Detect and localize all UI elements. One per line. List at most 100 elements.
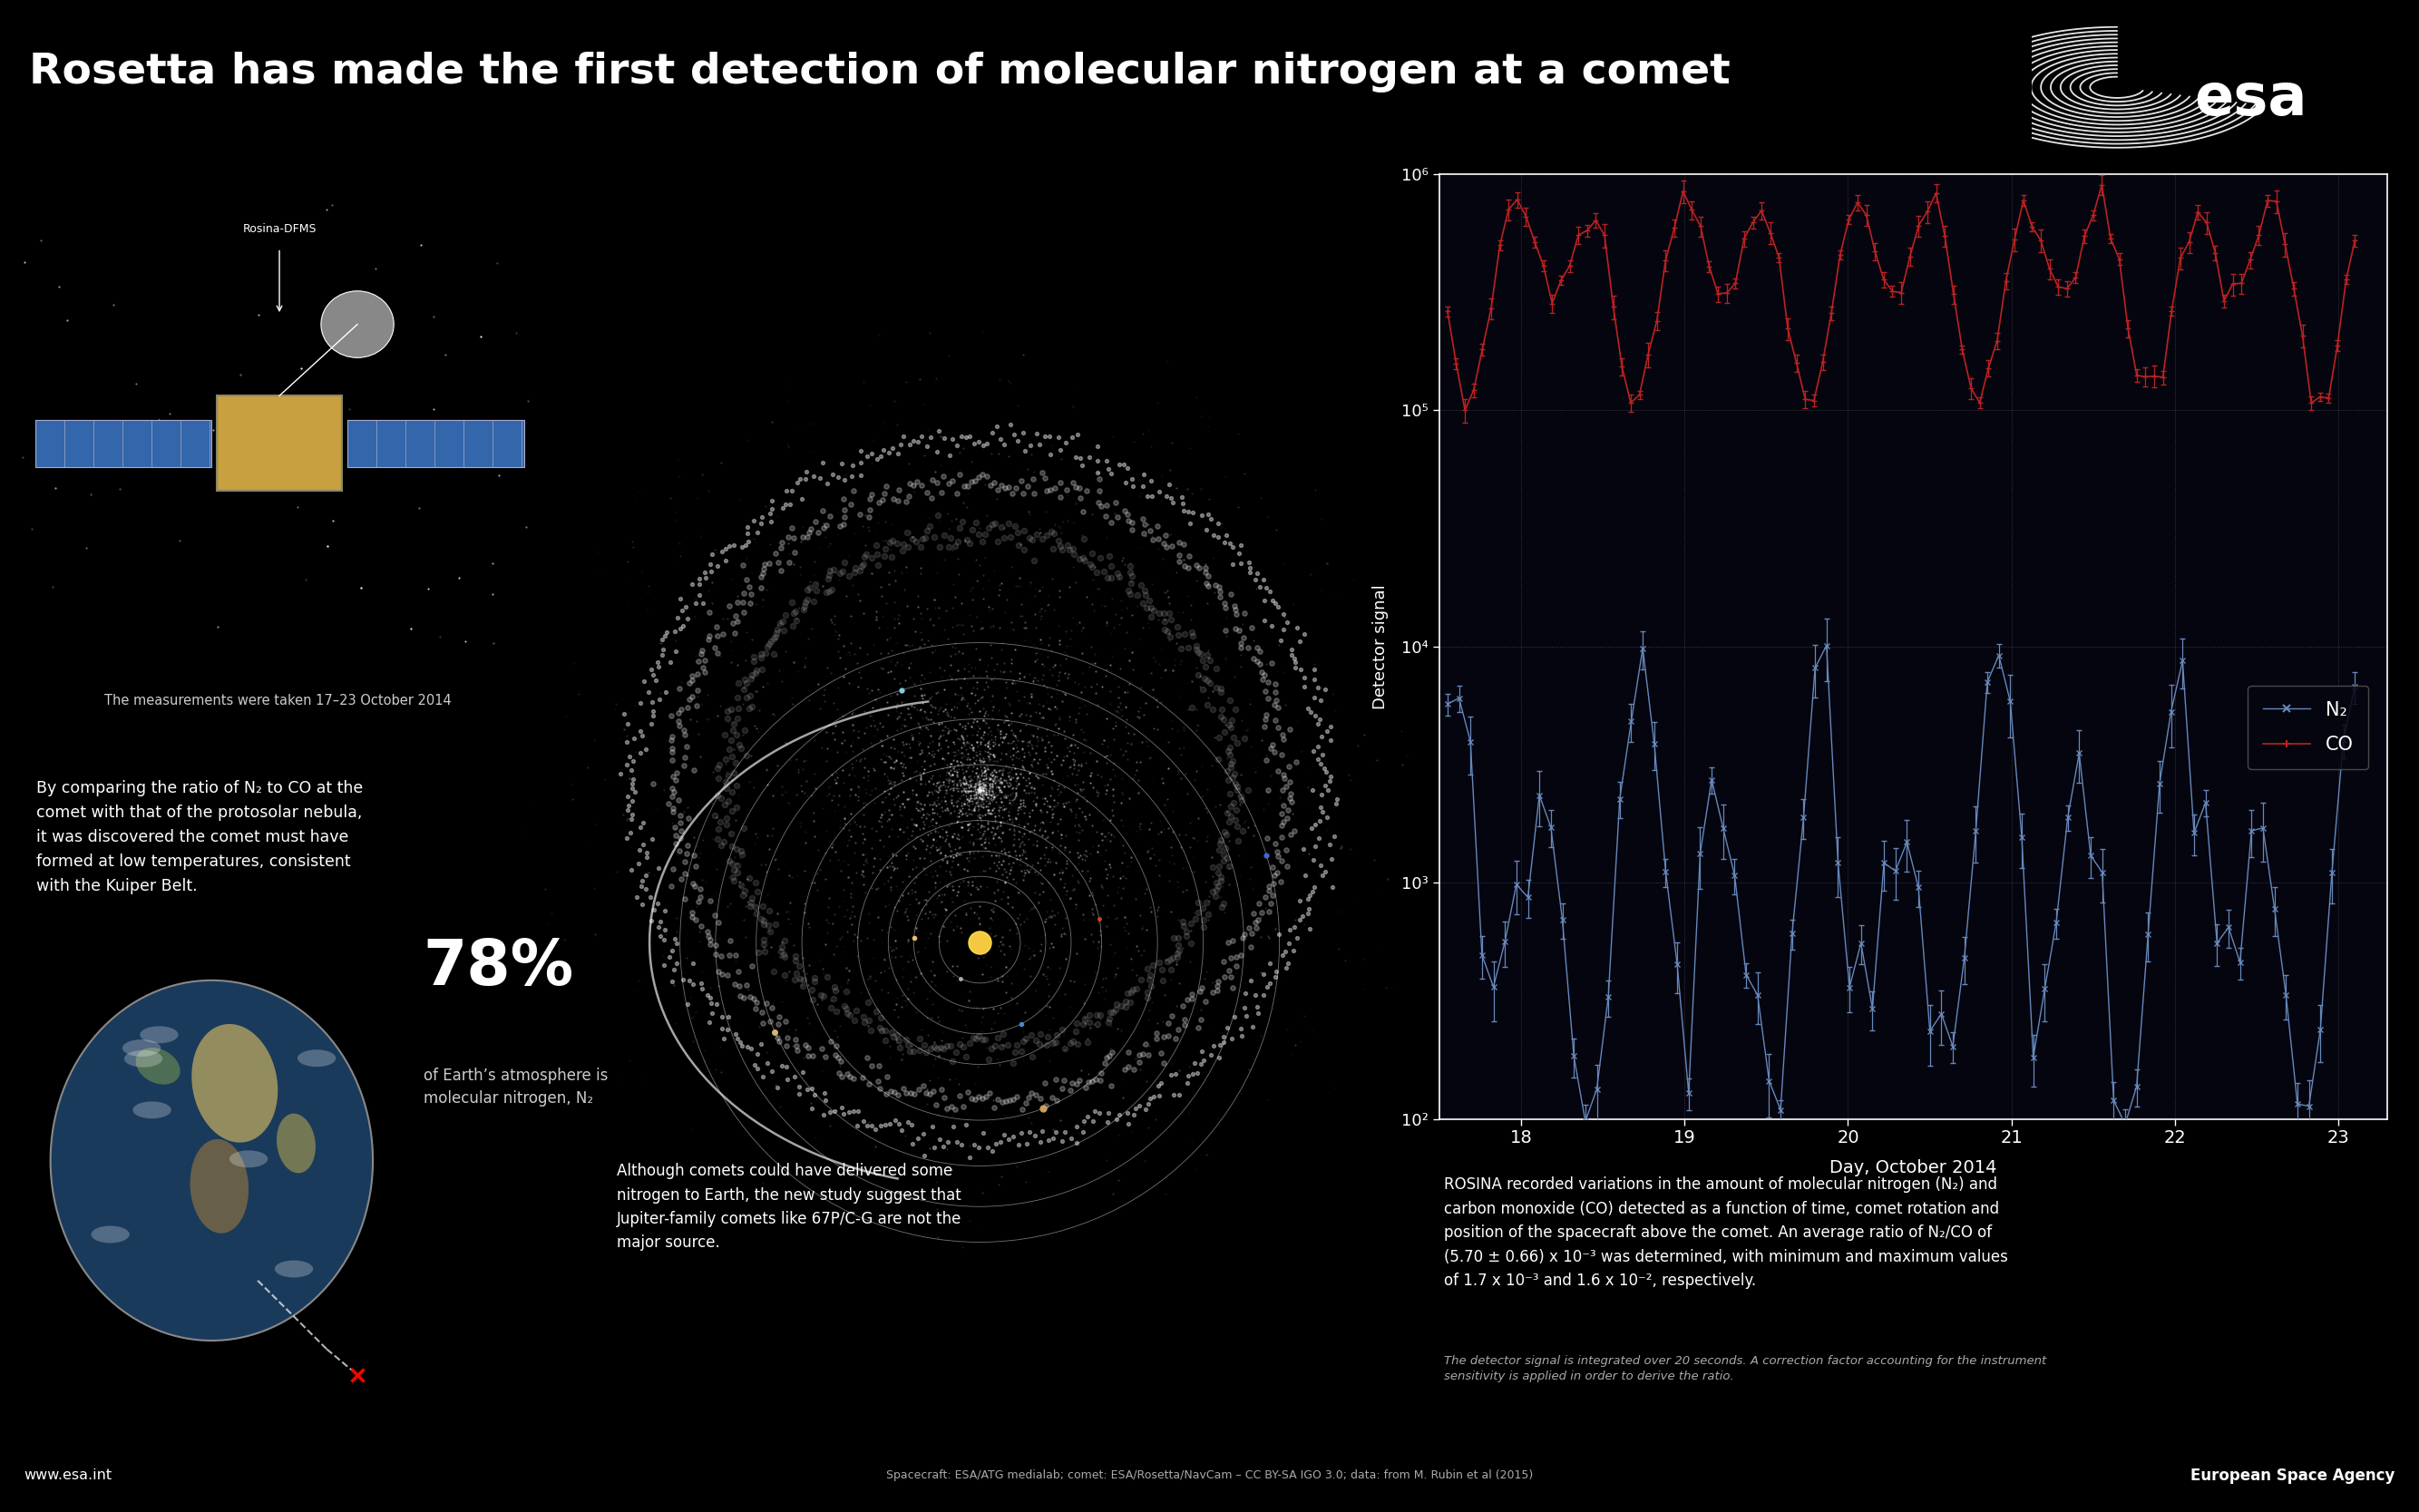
- Point: [680, 567, 718, 591]
- Text: 78%: 78%: [423, 937, 573, 998]
- Point: [658, 951, 697, 975]
- Point: [1125, 1042, 1164, 1066]
- Point: [1079, 449, 1118, 473]
- Point: [1212, 794, 1251, 818]
- Point: [743, 565, 781, 590]
- Point: [849, 487, 888, 511]
- Point: [1265, 767, 1304, 791]
- Point: [1127, 596, 1166, 620]
- Point: [914, 525, 953, 549]
- Point: [653, 764, 692, 788]
- Point: [791, 517, 830, 541]
- Point: [1185, 561, 1224, 585]
- Point: [849, 1072, 888, 1096]
- Point: [631, 658, 670, 682]
- Point: [1205, 591, 1243, 615]
- Point: [639, 655, 677, 679]
- Point: [1144, 609, 1183, 634]
- Point: [1151, 957, 1190, 981]
- Point: [1084, 559, 1122, 584]
- Point: [1277, 925, 1316, 950]
- Point: [699, 753, 738, 777]
- Point: [672, 871, 711, 895]
- Point: [1212, 965, 1251, 989]
- Point: [1030, 442, 1069, 466]
- Point: [682, 977, 721, 1001]
- Point: [1217, 807, 1255, 832]
- Point: [711, 697, 750, 721]
- Point: [677, 591, 716, 615]
- Point: [919, 535, 958, 559]
- Point: [714, 835, 752, 859]
- Point: [689, 552, 728, 576]
- Point: [922, 1036, 960, 1060]
- Point: [1263, 809, 1301, 833]
- Point: [1197, 877, 1236, 901]
- Point: [1062, 454, 1101, 478]
- Point: [1200, 1045, 1239, 1069]
- Point: [680, 877, 718, 901]
- Point: [997, 1084, 1035, 1108]
- Point: [656, 618, 694, 643]
- Point: [1091, 565, 1130, 590]
- Point: [919, 1126, 958, 1151]
- Point: [907, 1040, 946, 1064]
- Point: [1260, 922, 1299, 947]
- Point: [1161, 1083, 1200, 1107]
- Point: [716, 1022, 755, 1046]
- Point: [752, 510, 791, 534]
- Point: [873, 487, 912, 511]
- Point: [939, 482, 977, 507]
- Point: [1284, 836, 1323, 860]
- Point: [786, 460, 825, 484]
- Point: [706, 770, 745, 794]
- Point: [822, 451, 861, 475]
- Point: [871, 531, 910, 555]
- Point: [1210, 739, 1248, 764]
- Point: [1067, 1104, 1105, 1128]
- Point: [1241, 575, 1280, 599]
- Point: [718, 696, 757, 720]
- Point: [1171, 912, 1210, 936]
- Point: [1226, 981, 1265, 1005]
- Point: [731, 894, 769, 918]
- Point: [1268, 838, 1306, 862]
- Text: By comparing the ratio of N₂ to CO at the
comet with that of the protosolar nebu: By comparing the ratio of N₂ to CO at th…: [36, 780, 363, 895]
- Point: [1306, 677, 1345, 702]
- Point: [820, 1046, 859, 1070]
- Point: [704, 623, 743, 647]
- Point: [716, 723, 755, 747]
- Point: [1275, 655, 1314, 679]
- Point: [738, 520, 776, 544]
- Point: [1004, 1030, 1043, 1054]
- Point: [1026, 1070, 1064, 1095]
- Point: [837, 998, 876, 1022]
- Point: [709, 789, 747, 813]
- Point: [1294, 658, 1333, 682]
- Point: [689, 927, 728, 951]
- Point: [745, 939, 784, 963]
- Point: [849, 990, 888, 1015]
- Point: [1311, 714, 1350, 738]
- Point: [1185, 667, 1224, 691]
- Point: [1297, 703, 1335, 727]
- Point: [1219, 829, 1258, 853]
- Point: [716, 773, 755, 797]
- Point: [726, 581, 764, 605]
- Point: [1016, 422, 1055, 446]
- Point: [689, 624, 728, 649]
- Point: [653, 937, 692, 962]
- Point: [1159, 940, 1197, 965]
- Point: [883, 538, 922, 562]
- Point: [1265, 762, 1304, 786]
- Legend: N₂, CO: N₂, CO: [2247, 686, 2368, 770]
- Text: esa: esa: [2194, 71, 2308, 127]
- Point: [1246, 703, 1284, 727]
- Point: [1004, 420, 1043, 445]
- Point: [704, 540, 743, 564]
- Point: [668, 992, 706, 1016]
- Point: [987, 1089, 1026, 1113]
- Point: [776, 1033, 815, 1057]
- Point: [1219, 774, 1258, 798]
- Point: [1086, 1046, 1125, 1070]
